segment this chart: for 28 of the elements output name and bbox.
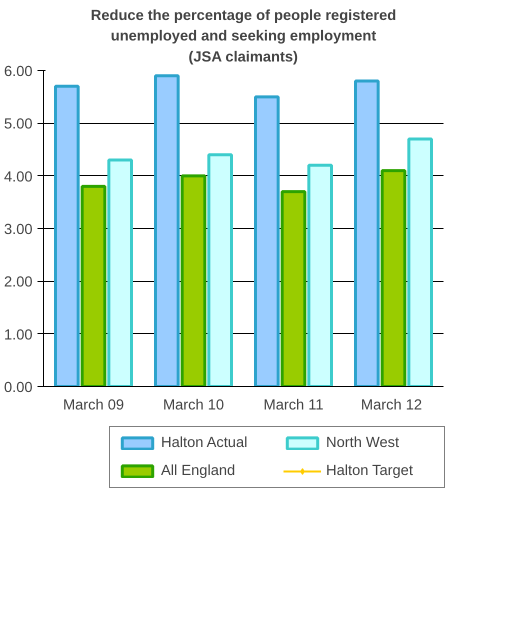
bar <box>307 164 333 386</box>
bar <box>280 190 306 386</box>
y-tick-label: 6.00 <box>4 64 33 80</box>
legend-label: Halton Actual <box>161 435 248 451</box>
x-tick-label: March 11 <box>263 398 324 414</box>
y-tick-label: 0.00 <box>4 380 33 396</box>
legend-label: Halton Target <box>326 463 414 479</box>
bar <box>380 169 406 386</box>
y-tick-label: 3.00 <box>4 222 33 238</box>
y-tick-label: 2.00 <box>4 274 33 291</box>
x-tick-label: March 12 <box>360 398 422 414</box>
legend-label: North West <box>326 435 400 451</box>
bar <box>407 137 433 386</box>
bar <box>354 80 380 386</box>
bar <box>80 184 106 386</box>
legend-label: All England <box>161 463 236 479</box>
y-tick-label: 4.00 <box>4 169 33 186</box>
bar <box>107 158 133 386</box>
bar <box>54 84 80 386</box>
bar <box>180 174 206 386</box>
bar <box>154 74 180 386</box>
bar <box>207 153 233 386</box>
y-tick-label: 1.00 <box>4 327 33 344</box>
chart-title: Reduce the percentage of people registered unemployed and seeking employment (JSA claimants) <box>90 8 396 66</box>
bar <box>254 95 280 386</box>
x-tick-label: March 09 <box>62 398 124 414</box>
x-tick-label: March 10 <box>162 398 224 414</box>
y-tick-label: 5.00 <box>4 116 33 133</box>
